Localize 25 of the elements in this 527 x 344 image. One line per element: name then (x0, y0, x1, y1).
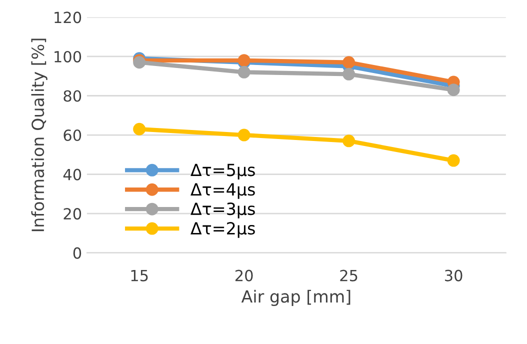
y-tick-label: 100 (54, 50, 82, 62)
x-axis-title: Air gap [mm] (241, 290, 350, 306)
point (447, 84, 460, 96)
y-tick-label: 20 (64, 208, 82, 220)
y-tick-label: 0 (73, 247, 82, 259)
x-tick-label: 25 (340, 270, 358, 282)
y-axis-title: Information Quality [%] (31, 38, 48, 232)
y-tick-label: 60 (64, 129, 82, 142)
y-tick-label: 80 (64, 90, 82, 102)
legend-label: Δτ=3μs (190, 202, 255, 218)
point (342, 134, 356, 148)
x-tick-label: 20 (235, 270, 253, 282)
legend-label: Δτ=2μs (190, 222, 255, 238)
y-tick-label: 120 (54, 12, 82, 24)
point (342, 68, 356, 80)
x-tick-label: 15 (131, 270, 148, 282)
legend-label: Δτ=4μs (190, 183, 255, 199)
point (447, 154, 460, 167)
point (238, 128, 250, 142)
point (133, 122, 146, 136)
y-tick-label: 40 (63, 168, 82, 180)
point (238, 66, 250, 78)
point (342, 56, 356, 69)
legend-label: Δτ=5μs (190, 164, 255, 180)
x-tick-label: 30 (444, 270, 462, 282)
